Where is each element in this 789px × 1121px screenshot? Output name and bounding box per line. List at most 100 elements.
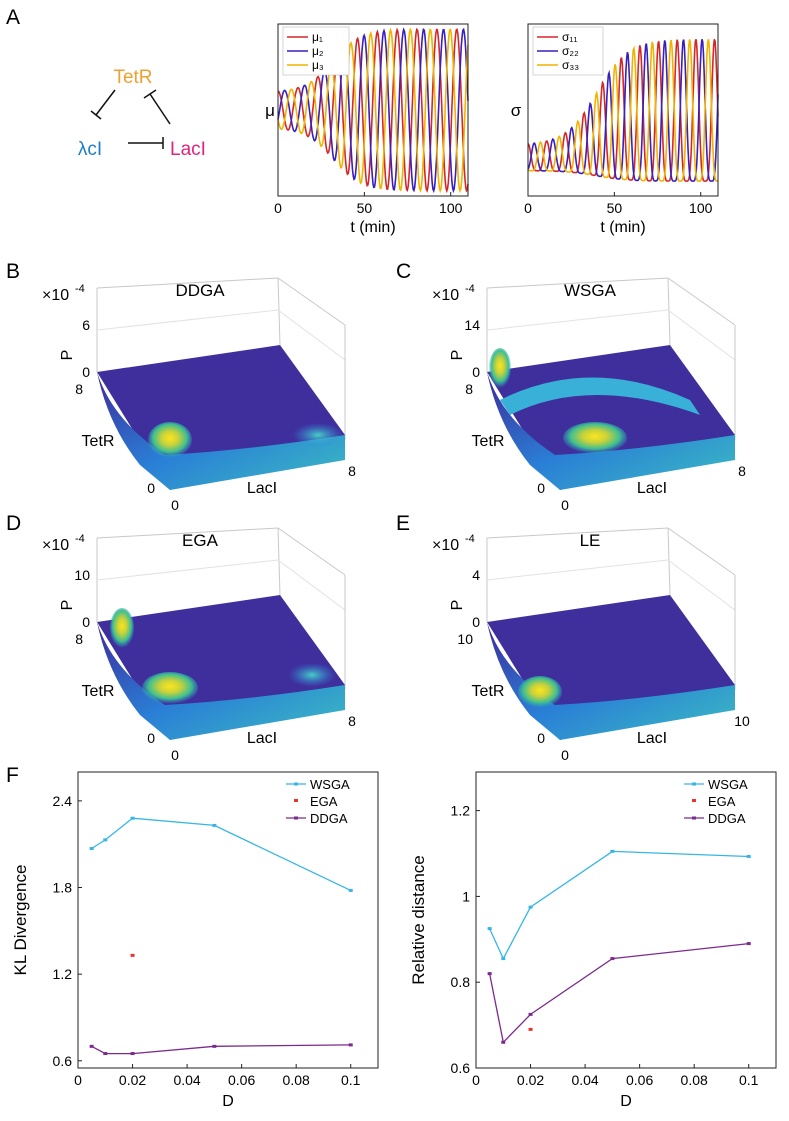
mu-legend-label-2: μ₂	[312, 44, 324, 58]
le-wall-gridline	[667, 559, 736, 611]
repression-arrow-laci-tetr	[149, 93, 171, 125]
wsga-zlabel: P	[449, 350, 466, 361]
mu-xtick-label: 0	[274, 200, 282, 216]
kl-point-ddga	[103, 1052, 108, 1056]
le-tetr-max: 10	[457, 631, 473, 647]
kl-point-ega	[130, 953, 135, 957]
sigma-xtick-label: 0	[524, 200, 532, 216]
kl-ytick-label: 0.6	[53, 1053, 73, 1069]
wsga-wall-gridline	[486, 309, 669, 331]
ddga-surface-peak	[148, 422, 192, 458]
rd-point-ddga	[487, 972, 492, 976]
wsga-wall-edge	[667, 277, 736, 326]
wsga-surface-arc	[500, 377, 700, 415]
ddga-wall-edge	[277, 277, 281, 346]
sigma-series-3	[527, 38, 718, 182]
kl-point-ddga	[348, 1043, 353, 1047]
kl-axes-box	[77, 771, 379, 1069]
ddga-tetr-min: 0	[147, 480, 155, 496]
mu-series-1	[277, 27, 469, 194]
rd-legend-label: DDGA	[708, 811, 746, 826]
ddga-surface-shoulder	[292, 423, 344, 447]
wsga-zmax: 14	[464, 317, 480, 333]
rd-xtick-label: 0.1	[739, 1072, 759, 1088]
rd-xtick-label: 0.06	[626, 1072, 653, 1088]
kl-point-wsga	[103, 838, 108, 842]
wsga-surface-peak	[563, 422, 627, 454]
le-tetr-min: 0	[537, 730, 545, 746]
rd-ytick-label: 0.6	[451, 1060, 471, 1076]
kl-point-wsga	[89, 847, 94, 851]
ega-zmin: 0	[82, 614, 90, 630]
wsga-zmin: 0	[472, 364, 480, 380]
kl-point-wsga	[348, 888, 353, 892]
mu-legend: μ₁ μ₂ μ₃	[282, 26, 350, 76]
ddga-lac-min: 0	[171, 497, 179, 513]
rd-point-ddga	[610, 957, 615, 961]
rd-axes-box	[475, 771, 777, 1069]
mu-chart: μ₁ μ₂ μ₃ μ t (min) 0 50 100	[265, 23, 469, 236]
wsga-title: WSGA	[564, 281, 617, 300]
kl-ylabel: KL Divergence	[11, 865, 30, 976]
ddga-xlabel: LacI	[247, 480, 277, 497]
mu-xlabel: t (min)	[350, 219, 395, 236]
wsga-wall-gridline	[667, 309, 736, 361]
kl-point-ddga	[89, 1044, 94, 1048]
kl-point-wsga	[130, 816, 135, 820]
ega-wall-edge	[277, 527, 281, 596]
rd-xtick-label: 0.02	[517, 1072, 544, 1088]
rd-series-line-wsga	[489, 850, 749, 961]
le-zmin: 0	[472, 614, 480, 630]
sigma-xticks: 0 50 100	[524, 192, 713, 216]
wsga-tetr-max: 8	[465, 381, 473, 397]
relative-distance-chart: 0 0.02 0.04 0.06 0.08 0.1 0.6 0.8 1 1.2 D Relative …	[409, 771, 777, 1110]
le-title: LE	[580, 531, 601, 550]
rd-xtick-label: 0.08	[681, 1072, 708, 1088]
mu-xtick-label: 50	[357, 200, 373, 216]
sigma-xtick-label: 50	[607, 200, 623, 216]
rd-legend-swatch-marker	[692, 782, 696, 786]
le-zmax: 4	[472, 567, 480, 583]
wsga-wall-edge	[667, 277, 671, 346]
le-scale-base: ×10	[432, 537, 459, 554]
ddga-scale-exponent: -4	[75, 283, 85, 295]
ega-wall-gridline	[96, 559, 279, 581]
rd-xlabel: D	[620, 1093, 632, 1110]
le-scale-exponent: -4	[465, 533, 475, 545]
node-laci: LacI	[170, 139, 206, 160]
repression-bar-tetr-lambda	[90, 110, 102, 120]
rd-point-ddga	[746, 942, 751, 946]
panel-letter-f: F	[6, 764, 19, 787]
le-lac-max: 10	[734, 713, 750, 729]
rd-xtick-label: 0	[472, 1072, 480, 1088]
sigma-ylabel: σ	[511, 101, 522, 120]
wsga-surface-peak-corner	[489, 348, 511, 388]
node-lambda-ci: λcI	[78, 139, 102, 160]
kl-series-line-ddga	[91, 1044, 351, 1055]
ddga-wall-gridline	[96, 309, 279, 331]
mu-series-2	[277, 27, 469, 194]
sigma-legend-label-3: σ₃₃	[562, 58, 579, 72]
ega-surface-peak-corner	[110, 608, 134, 648]
kl-ytick-label: 1.8	[53, 880, 73, 896]
rd-series-line-ddga	[488, 942, 749, 1044]
panel-letter-a: A	[6, 6, 20, 29]
panel-letter-e: E	[396, 512, 410, 535]
sigma-chart: σ₁₁ σ₂₂ σ₃₃ σ t (min) 0 50 100	[511, 23, 719, 236]
ddga-zmin: 0	[82, 364, 90, 380]
le-lac-min: 0	[561, 747, 569, 763]
kl-legend-swatch	[294, 799, 298, 802]
ega-surface-peak	[142, 672, 198, 704]
ega-surface-shoulder	[288, 663, 336, 687]
ega-tetr-max: 8	[75, 631, 83, 647]
sigma-legend-label-2: σ₂₂	[562, 44, 579, 58]
mu-legend-label-1: μ₁	[312, 30, 323, 44]
rd-xtick-label: 0.04	[571, 1072, 598, 1088]
wsga-lac-min: 0	[561, 497, 569, 513]
wsga-scale-base: ×10	[432, 287, 459, 304]
ega-title: EGA	[182, 531, 219, 550]
rd-point-wsga	[746, 855, 751, 859]
ddga-scale-base: ×10	[42, 287, 69, 304]
